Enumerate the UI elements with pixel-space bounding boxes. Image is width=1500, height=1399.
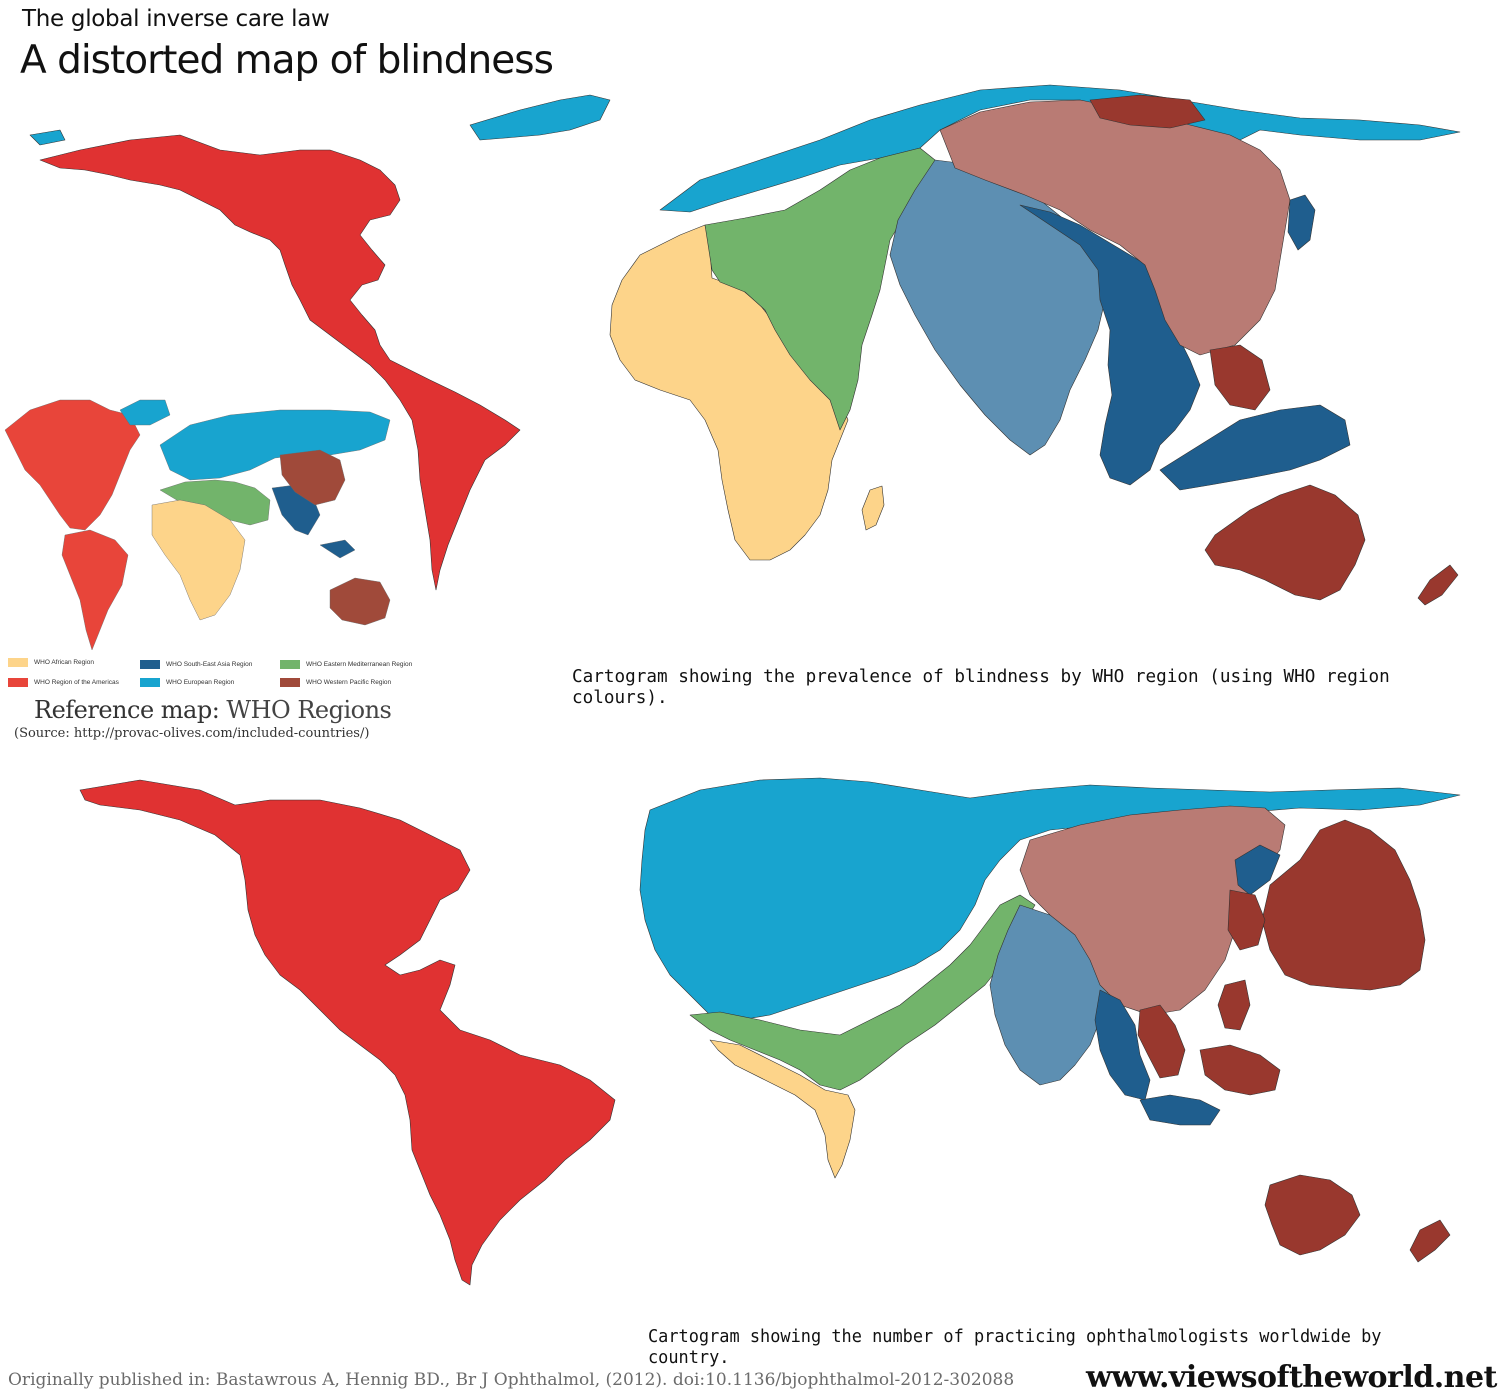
legend-label-african: WHO African Region (34, 659, 94, 666)
bottom-cartogram (79, 777, 1461, 1286)
page-title: A distorted map of blindness (20, 38, 554, 83)
bottom-region-nz (1409, 1219, 1451, 1263)
bottom-region-china (1019, 805, 1286, 1016)
legend-item-emr: WHO Eastern Mediterranean Region (280, 660, 412, 669)
ref-americas-north (4, 399, 141, 531)
top-region-nz (1417, 564, 1459, 606)
citation: Originally published in: Bastawrous A, H… (8, 1370, 1015, 1390)
ref-west-pacific (279, 449, 346, 506)
legend-swatch-european (140, 678, 160, 687)
top-region-australia (1204, 484, 1366, 601)
bottom-region-americas (79, 779, 616, 1286)
website-link[interactable]: www.viewsoftheworld.net (1086, 1360, 1497, 1395)
reference-title-part3: WHO Regions (226, 696, 392, 724)
legend-item-european: WHO European Region (140, 678, 234, 687)
legend-label-wpr: WHO Western Pacific Region (306, 679, 392, 686)
bottom-region-philippines (1217, 979, 1251, 1031)
legend-label-sea: WHO South-East Asia Region (166, 661, 253, 668)
bottom-region-west-pacific (1261, 819, 1426, 991)
reference-title-part2: ce map: (127, 696, 227, 724)
legend-swatch-americas (8, 678, 28, 687)
bottom-region-europe (639, 777, 1461, 1021)
legend-label-americas: WHO Region of the Americas (34, 679, 119, 686)
ref-africa (151, 499, 246, 621)
caption-top: Cartogram showing the prevalence of blin… (572, 666, 1390, 708)
legend-item-americas: WHO Region of the Americas (8, 678, 119, 687)
bottom-region-korea (1234, 844, 1281, 896)
legend-label-european: WHO European Region (166, 679, 235, 686)
bottom-region-indonesia (1139, 1094, 1221, 1126)
legend: WHO African Region WHO Region of the Ame… (8, 656, 428, 696)
ref-americas-south (61, 529, 129, 651)
legend-item-wpr: WHO Western Pacific Region (280, 678, 391, 687)
legend-item-african: WHO African Region (8, 658, 94, 667)
top-region-europe (469, 94, 611, 141)
top-region-east-med (704, 147, 936, 431)
top-region-americas (39, 134, 521, 591)
top-region-mongolia (1089, 94, 1206, 129)
legend-swatch-african (8, 658, 28, 667)
ref-europe (159, 409, 391, 481)
top-region-pacific-east (1209, 344, 1271, 411)
subtitle: The global inverse care law (22, 6, 330, 32)
top-region-indonesia (1159, 404, 1351, 491)
ref-australia (329, 577, 391, 626)
bottom-region-malaysia (1199, 1044, 1281, 1096)
top-region-japan (1287, 194, 1316, 251)
legend-item-sea: WHO South-East Asia Region (140, 660, 252, 669)
legend-swatch-wpr (280, 678, 300, 687)
top-cartogram (29, 84, 1461, 606)
bottom-region-australia (1264, 1174, 1361, 1256)
legend-swatch-emr (280, 660, 300, 669)
bottom-region-africa (709, 1039, 856, 1179)
top-region-greenland-fragments (29, 129, 66, 146)
top-region-madagascar (861, 485, 885, 531)
legend-swatch-sea (140, 660, 160, 669)
caption-bottom: Cartogram showing the number of practici… (648, 1326, 1382, 1368)
bottom-region-west-pacific-2 (1227, 889, 1266, 951)
ref-indonesia (319, 539, 356, 559)
reference-title-part1: Referen (34, 696, 128, 724)
reference-source: (Source: http://provac-olives.com/includ… (14, 726, 370, 741)
top-region-europe-east (659, 84, 1461, 213)
legend-label-emr: WHO Eastern Mediterranean Region (306, 661, 413, 668)
ref-europe-north (119, 399, 171, 426)
reference-map (4, 399, 391, 651)
bottom-region-se-asia-2 (1137, 1004, 1186, 1079)
reference-map-title: Reference map: WHO Regions (34, 696, 392, 724)
